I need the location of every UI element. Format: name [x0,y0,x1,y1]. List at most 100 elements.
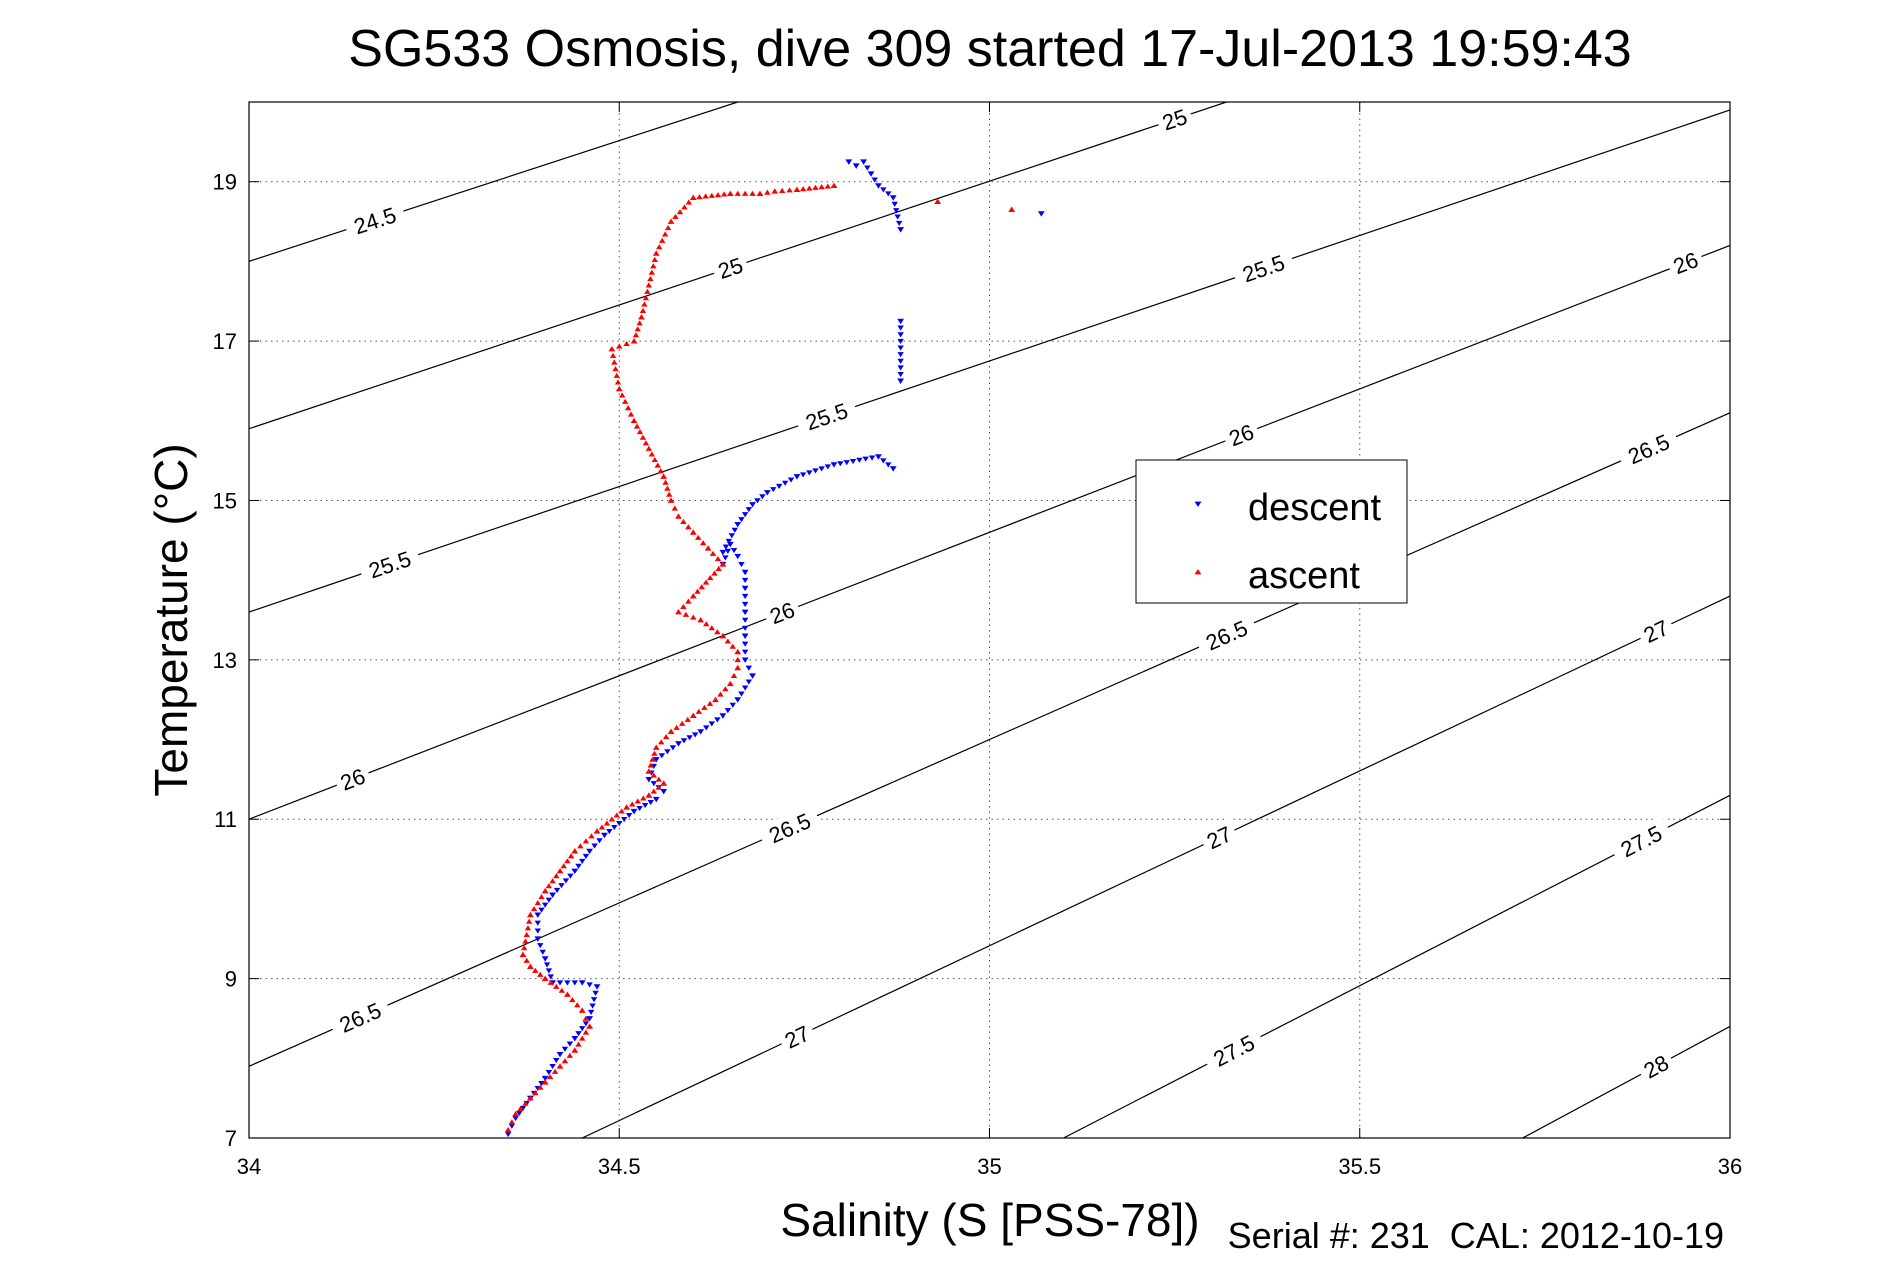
point-descent [741,569,749,576]
point-descent [724,548,732,554]
point-ascent [534,900,541,906]
point-descent [738,517,745,523]
point-descent [579,1026,586,1032]
x-tick-label: 35.5 [1338,1154,1381,1179]
point-ascent [648,451,656,457]
point-ascent [714,556,722,562]
point-ascent [749,190,756,196]
point-ascent [647,762,654,768]
point-ascent [650,263,657,269]
point-ascent [521,945,528,951]
point-descent [652,796,660,803]
footer-serial-cal: Serial #: 231 CAL: 2012-10-19 [1228,1215,1724,1256]
point-ascent [603,820,611,826]
point-descent [714,717,721,723]
x-tick-label: 35 [977,1154,1001,1179]
point-ascent [634,326,641,332]
point-ascent [712,696,719,703]
point-ascent [579,1035,586,1041]
y-tick-label: 15 [213,488,237,513]
point-ascent [522,938,529,944]
y-axis-label: Temperature (°C) [145,443,197,796]
point-descent [589,1003,596,1009]
point-ascent [729,643,736,649]
point-ascent [799,186,807,192]
point-descent [587,1009,595,1015]
point-descent [897,332,904,338]
point-ascent [523,957,530,963]
contour-label-bg [357,542,423,587]
point-ascent [574,1002,581,1008]
point-descent [897,358,904,364]
point-ascent [547,979,554,985]
point-descent [738,691,745,697]
point-ascent [684,716,691,722]
point-ascent [722,686,729,692]
point-ascent [623,804,631,810]
point-ascent [695,534,702,540]
point-descent [553,887,561,894]
point-descent [534,928,541,934]
axis-ticks: 34 34.5 35 35.5 36 7 9 11 13 15 17 19 [213,102,1742,1179]
point-ascent [558,987,566,993]
point-ascent [640,795,647,801]
point-descent [561,1046,569,1052]
point-descent [703,725,710,731]
point-ascent [678,720,686,726]
point-ascent [726,680,734,687]
point-descent [537,943,544,949]
point-ascent [532,967,539,973]
point-ascent [567,853,575,859]
point-ascent [639,307,647,314]
point-ascent [526,963,534,970]
point-descent [641,803,649,809]
point-ascent [657,468,664,474]
contour-label-bg [1615,424,1682,473]
point-descent [860,159,868,165]
point-ascent [730,672,738,679]
point-ascent [680,518,687,524]
point-descent [729,702,736,708]
point-descent [571,868,579,875]
point-ascent [830,182,838,189]
point-ascent [578,1007,586,1013]
point-descent [592,990,599,996]
point-descent [652,757,660,763]
point-descent [675,741,682,747]
point-ascent [778,187,786,193]
contour-line [249,412,1730,1067]
point-descent [564,980,571,986]
legend: descent ascent [1135,459,1408,604]
point-ascent [564,991,571,997]
contour-label-bg [1198,818,1240,857]
point-ascent [645,445,653,451]
point-descent [664,749,671,755]
point-descent [849,458,857,465]
point-descent [787,477,795,483]
point-ascent [633,423,641,429]
contour-line [1522,1025,1730,1138]
point-ascent [649,756,656,762]
point-ascent [696,194,703,200]
point-ascent [611,359,618,365]
point-ascent [806,185,813,191]
point-descent [897,378,905,384]
point-descent [875,183,882,189]
point-descent [545,1070,553,1076]
point-descent [616,820,623,827]
point-descent [567,873,574,879]
point-descent [897,345,904,351]
point-descent [575,863,582,869]
y-tick-label: 9 [225,967,237,992]
point-ascent [561,1058,569,1064]
point-descent [843,460,850,466]
point-descent [741,685,749,691]
point-ascent [694,588,701,594]
y-tick-label: 17 [213,329,237,354]
point-ascent [537,1084,544,1090]
point-descent [579,858,586,864]
point-ascent [703,621,710,627]
point-descent [897,325,904,331]
contour-line [249,102,738,262]
point-descent [719,713,727,719]
